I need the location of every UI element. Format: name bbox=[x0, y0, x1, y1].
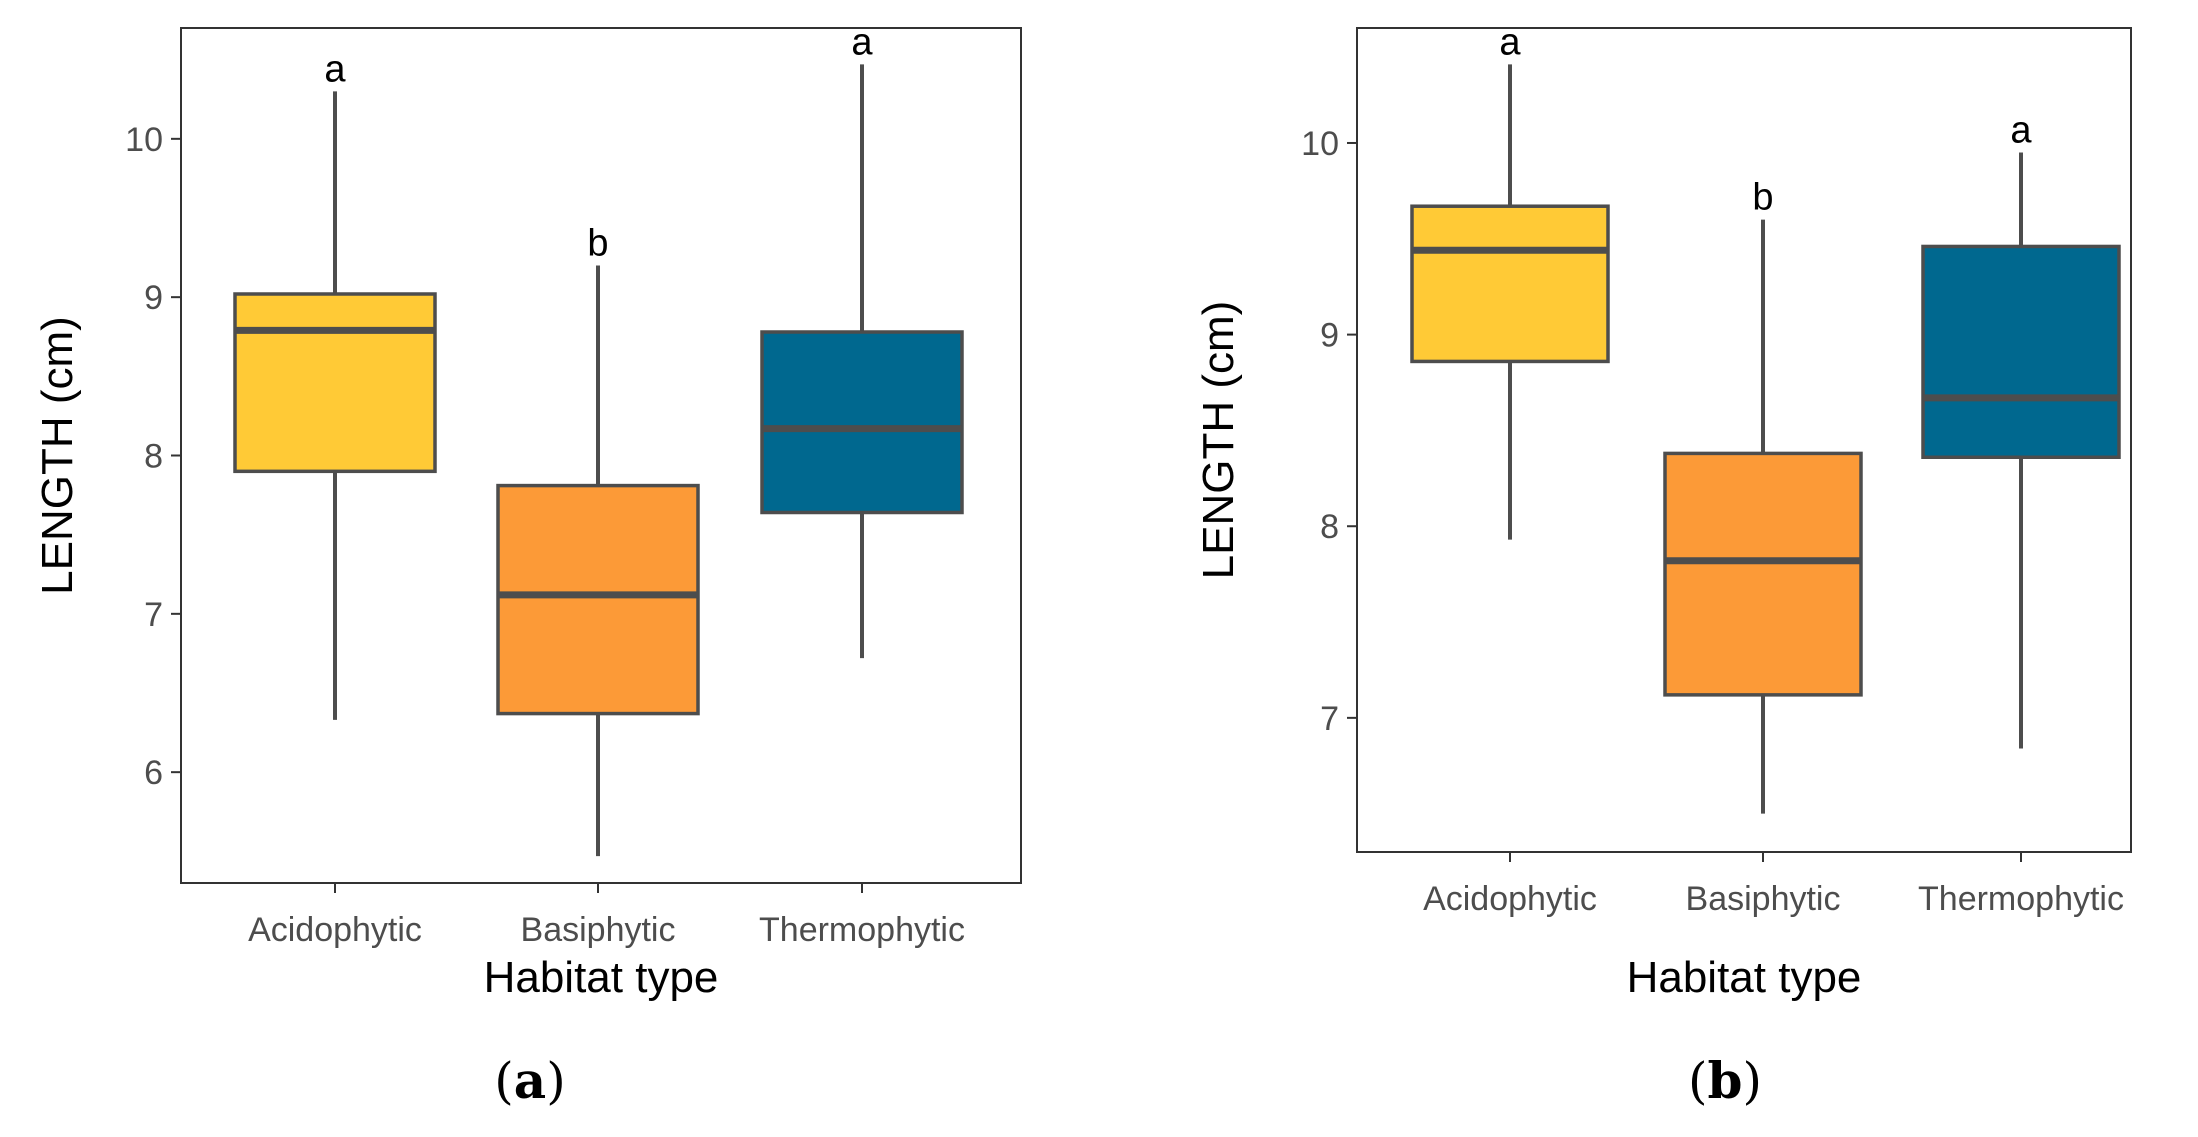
x-tick-label: Acidophytic bbox=[248, 911, 422, 949]
y-tick-label: 10 bbox=[1301, 125, 1339, 163]
significance-letter: b bbox=[1752, 177, 1773, 219]
box-basiphytic bbox=[496, 483, 700, 716]
significance-letter: a bbox=[2010, 110, 2032, 152]
y-tick-label: 7 bbox=[144, 596, 163, 634]
box-acidophytic bbox=[1410, 204, 1610, 364]
y-tick-label: 9 bbox=[1320, 317, 1339, 355]
y-tick-label: 8 bbox=[144, 438, 163, 476]
x-tick-label: Thermophytic bbox=[759, 911, 965, 949]
y-tick-label: 8 bbox=[1320, 508, 1339, 546]
box-acidophytic bbox=[233, 292, 437, 474]
x-tick-label: Basiphytic bbox=[1686, 880, 1841, 918]
panel-label: (a) bbox=[494, 1051, 565, 1110]
significance-letter: a bbox=[851, 21, 873, 63]
y-tick-label: 9 bbox=[144, 279, 163, 317]
panel-a: 6 7 8 9 10 a Acidophytic b Basiphytic a Thermophyt… bbox=[33, 21, 1022, 1110]
box-basiphytic bbox=[1663, 451, 1863, 697]
panel-label: (b) bbox=[1688, 1051, 1762, 1110]
x-axis-title: Habitat type bbox=[1627, 953, 1862, 1002]
significance-letter: a bbox=[324, 48, 346, 90]
y-axis-title: LENGTH (cm) bbox=[1194, 301, 1243, 580]
x-tick-label: Acidophytic bbox=[1423, 880, 1597, 918]
panel-b: 7 8 9 10 a Acidophytic b Basiphytic a Thermophyti… bbox=[1194, 21, 2132, 1110]
significance-letter: a bbox=[1499, 21, 1521, 63]
box-thermophytic bbox=[760, 330, 964, 515]
x-tick-label: Thermophytic bbox=[1918, 880, 2124, 918]
y-tick-label: 6 bbox=[144, 754, 163, 792]
y-tick-label: 7 bbox=[1320, 700, 1339, 738]
y-axis-title: LENGTH (cm) bbox=[33, 316, 82, 595]
significance-letter: b bbox=[587, 223, 608, 265]
box-thermophytic bbox=[1921, 244, 2121, 459]
y-tick-label: 10 bbox=[125, 121, 163, 159]
plot-frame bbox=[1356, 27, 2132, 853]
x-axis-title: Habitat type bbox=[484, 953, 719, 1002]
x-tick-label: Basiphytic bbox=[521, 911, 676, 949]
